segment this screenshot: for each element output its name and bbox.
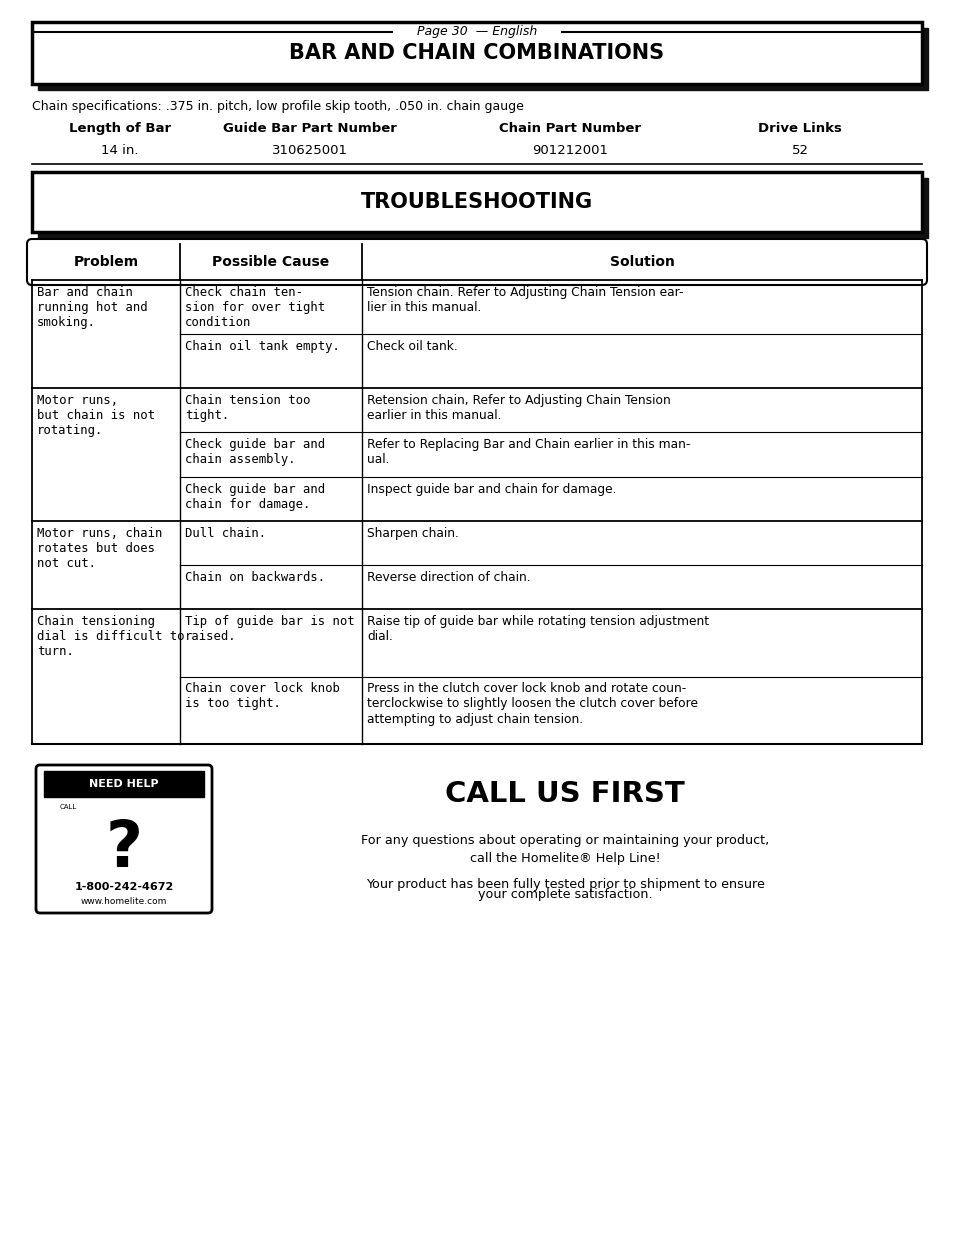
Text: TROUBLESHOOTING: TROUBLESHOOTING [360,191,593,212]
Text: Check guide bar and
chain for damage.: Check guide bar and chain for damage. [185,483,325,510]
Text: Chain on backwards.: Chain on backwards. [185,571,325,584]
Text: Tension chain. Refer to Adjusting Chain Tension ear-
lier in this manual.: Tension chain. Refer to Adjusting Chain … [367,287,682,314]
Text: Check guide bar and
chain assembly.: Check guide bar and chain assembly. [185,438,325,467]
Text: your complete satisfaction.: your complete satisfaction. [477,888,652,902]
Text: ?: ? [106,818,142,881]
Text: 52: 52 [791,144,807,157]
Text: BAR AND CHAIN COMBINATIONS: BAR AND CHAIN COMBINATIONS [289,43,664,63]
Bar [32,22,921,84]
Text: Inspect guide bar and chain for damage.: Inspect guide bar and chain for damage. [367,483,616,495]
Text: Your product has been fully tested prior to shipment to ensure: Your product has been fully tested prior… [365,878,763,890]
Text: Sharpen chain.: Sharpen chain. [367,527,458,540]
Text: Reverse direction of chain.: Reverse direction of chain. [367,571,530,584]
Text: Chain cover lock knob
is too tight.: Chain cover lock knob is too tight. [185,683,339,710]
Text: Problem: Problem [73,254,138,269]
Text: CALL: CALL [59,804,76,810]
Text: Drive Links: Drive Links [758,122,841,135]
Bar [32,172,921,232]
Text: Bar and chain
running hot and
smoking.: Bar and chain running hot and smoking. [37,287,148,329]
Text: Check oil tank.: Check oil tank. [367,340,457,353]
Text: NEED HELP: NEED HELP [89,779,158,789]
Text: Length of Bar: Length of Bar [69,122,171,135]
Text: Press in the clutch cover lock knob and rotate coun-
terclockwise to slightly lo: Press in the clutch cover lock knob and … [367,683,698,725]
Text: 1-800-242-4672: 1-800-242-4672 [74,882,173,892]
Text: Check chain ten-
sion for over tight
condition: Check chain ten- sion for over tight con… [185,287,325,329]
Bar [44,771,204,797]
Text: Solution: Solution [609,254,674,269]
Text: Motor runs, chain
rotates but does
not cut.: Motor runs, chain rotates but does not c… [37,527,162,571]
Text: 310625001: 310625001 [272,144,348,157]
Text: www.homelite.com: www.homelite.com [81,897,167,905]
Bar [38,178,927,238]
Bar [38,28,927,90]
Text: Chain oil tank empty.: Chain oil tank empty. [185,340,339,353]
Text: Refer to Replacing Bar and Chain earlier in this man-
ual.: Refer to Replacing Bar and Chain earlier… [367,438,690,467]
FancyBboxPatch shape [27,240,926,285]
Text: Page 30  — English: Page 30 — English [416,26,537,38]
Text: Motor runs,
but chain is not
rotating.: Motor runs, but chain is not rotating. [37,394,154,437]
Text: Chain specifications: .375 in. pitch, low profile skip tooth, .050 in. chain gau: Chain specifications: .375 in. pitch, lo… [32,100,523,112]
Text: Retension chain, Refer to Adjusting Chain Tension
earlier in this manual.: Retension chain, Refer to Adjusting Chai… [367,394,670,422]
Text: Chain tensioning
dial is difficult to
turn.: Chain tensioning dial is difficult to tu… [37,615,184,658]
Text: Chain Part Number: Chain Part Number [498,122,640,135]
Text: Guide Bar Part Number: Guide Bar Part Number [223,122,396,135]
Text: 901212001: 901212001 [532,144,607,157]
Text: 14 in.: 14 in. [101,144,138,157]
Text: Tip of guide bar is not
raised.: Tip of guide bar is not raised. [185,615,355,643]
Text: Possible Cause: Possible Cause [213,254,330,269]
Text: Dull chain.: Dull chain. [185,527,266,540]
Text: Raise tip of guide bar while rotating tension adjustment
dial.: Raise tip of guide bar while rotating te… [367,615,708,643]
Text: For any questions about operating or maintaining your product,: For any questions about operating or mai… [360,834,768,847]
Text: Chain tension too
tight.: Chain tension too tight. [185,394,310,422]
Text: call the Homelite® Help Line!: call the Homelite® Help Line! [469,852,659,864]
FancyBboxPatch shape [36,764,212,913]
Text: CALL US FIRST: CALL US FIRST [445,781,684,808]
